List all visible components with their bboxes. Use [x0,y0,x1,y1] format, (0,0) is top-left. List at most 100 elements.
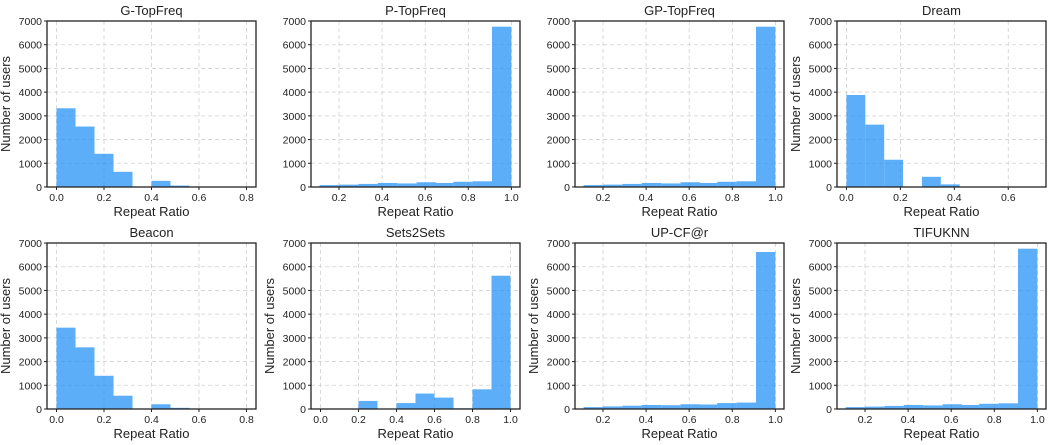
y-tick-label: 1000 [809,380,833,392]
y-tick-label: 3000 [809,111,833,123]
y-tick-label: 1000 [547,380,571,392]
histogram-bar [622,405,642,409]
y-tick-label: 7000 [283,238,307,250]
y-tick-label: 2000 [283,357,307,369]
histogram-bar [865,406,885,409]
histogram-bar [699,404,718,409]
y-tick-label: 3000 [283,111,307,123]
histogram-bar [884,405,904,409]
y-axis-label: Number of users [788,55,803,152]
x-tick-label: 0.0 [49,414,64,426]
y-tick-label: 2000 [547,357,571,369]
y-tick-label: 7000 [283,16,307,28]
x-tick-label: 0.6 [192,192,207,204]
y-tick-label: 3000 [809,333,833,345]
x-axis-label: Repeat Ratio [378,426,454,441]
x-tick-label: 0.6 [418,192,433,204]
y-tick-label: 5000 [19,63,43,75]
chart-panel-1: 0.0 0.2 0.4 0.6 0.8 0 1000 2000 3000 4000 5000 6000… [0,3,257,219]
histogram-bar [583,407,604,409]
chart-title: TIFUKNN [913,225,969,240]
histogram-bar [998,403,1018,409]
chart-panel-3: 0.2 0.4 0.6 0.8 1.0 0 1000 2000 3000 4000 5000 6000… [547,3,785,219]
plot-frame [574,20,785,188]
y-tick-label: 5000 [547,63,571,75]
histogram-bar [641,182,662,187]
x-tick-label: 0.6 [1001,192,1016,204]
histogram-bar [113,395,133,409]
histogram-bar [845,407,866,409]
chart-panel-8: 0.2 0.4 0.6 0.8 1.0 0 1000 2000 3000 4000 5000 6000… [788,225,1047,441]
histogram-bar [170,185,190,187]
histogram-bar [699,182,718,187]
histogram-bar [472,389,492,409]
chart-title: P-TopFreq [385,3,446,18]
y-axis-label: Number of users [788,277,803,374]
histogram-bar [641,404,662,409]
histogram-bar [903,404,924,409]
histogram-bar [56,327,76,409]
histogram-bar [979,403,999,409]
histogram-bar [680,404,700,409]
y-tick-label: 7000 [547,238,571,250]
histogram-bar [358,183,378,187]
plot-frame [574,242,785,410]
histogram-bar [942,404,962,409]
y-tick-label: 1000 [19,158,43,170]
x-tick-label: 1.0 [503,414,518,426]
x-tick-label: 1.0 [504,192,519,204]
x-tick-label: 0.6 [682,414,697,426]
y-axis-label: Number of users [526,277,541,374]
y-tick-label: 7000 [19,238,43,250]
histogram-bar [319,185,340,187]
x-tick-label: 0.0 [49,192,64,204]
histogram-bar [717,181,737,187]
y-tick-label: 7000 [809,16,833,28]
histogram-bar [397,183,417,187]
y-tick-label: 2000 [809,135,833,147]
histogram-bar [884,159,904,187]
y-tick-label: 4000 [809,87,833,99]
x-tick-label: 0.2 [97,414,112,426]
histogram-bar [603,406,623,409]
x-tick-label: 0.6 [682,192,697,204]
y-axis-label: Number of users [0,277,13,374]
chart-title: Beacon [129,225,173,240]
y-tick-label: 6000 [547,262,571,274]
x-tick-label: 0.2 [858,414,873,426]
y-tick-label: 4000 [547,87,571,99]
x-tick-label: 0.2 [332,192,347,204]
x-tick-label: 1.0 [768,192,783,204]
x-axis-label: Repeat Ratio [642,426,718,441]
y-tick-label: 7000 [19,16,43,28]
y-tick-label: 4000 [19,309,43,321]
y-tick-label: 0 [36,182,42,194]
y-tick-label: 6000 [547,40,571,52]
histogram-bar [435,182,454,187]
x-tick-label: 0.6 [944,414,959,426]
y-tick-label: 1000 [547,158,571,170]
y-tick-label: 4000 [809,309,833,321]
chart-panel-6: 0.0 0.2 0.4 0.6 0.8 1.0 0 1000 2000 3000 4000 5000 6… [262,225,521,441]
histogram-bar [491,275,511,409]
x-tick-label: 0.2 [351,414,366,426]
x-axis-label: Repeat Ratio [642,204,718,219]
histogram-bar [680,182,700,187]
histogram-bar [56,108,76,187]
y-tick-label: 3000 [283,333,307,345]
y-tick-label: 3000 [547,333,571,345]
y-tick-label: 6000 [283,40,307,52]
x-tick-label: 0.8 [465,414,480,426]
chart-title: G-TopFreq [120,3,182,18]
y-tick-label: 4000 [547,309,571,321]
histogram-bar [661,183,681,187]
y-tick-label: 6000 [19,262,43,274]
y-tick-label: 2000 [283,135,307,147]
histogram-bar [434,397,454,409]
y-tick-label: 5000 [547,285,571,297]
x-tick-label: 0.8 [239,414,254,426]
chart-title: UP-CF@r [651,225,709,240]
x-tick-label: 0.6 [192,414,207,426]
y-tick-label: 4000 [283,87,307,99]
histogram-bar [94,375,114,409]
